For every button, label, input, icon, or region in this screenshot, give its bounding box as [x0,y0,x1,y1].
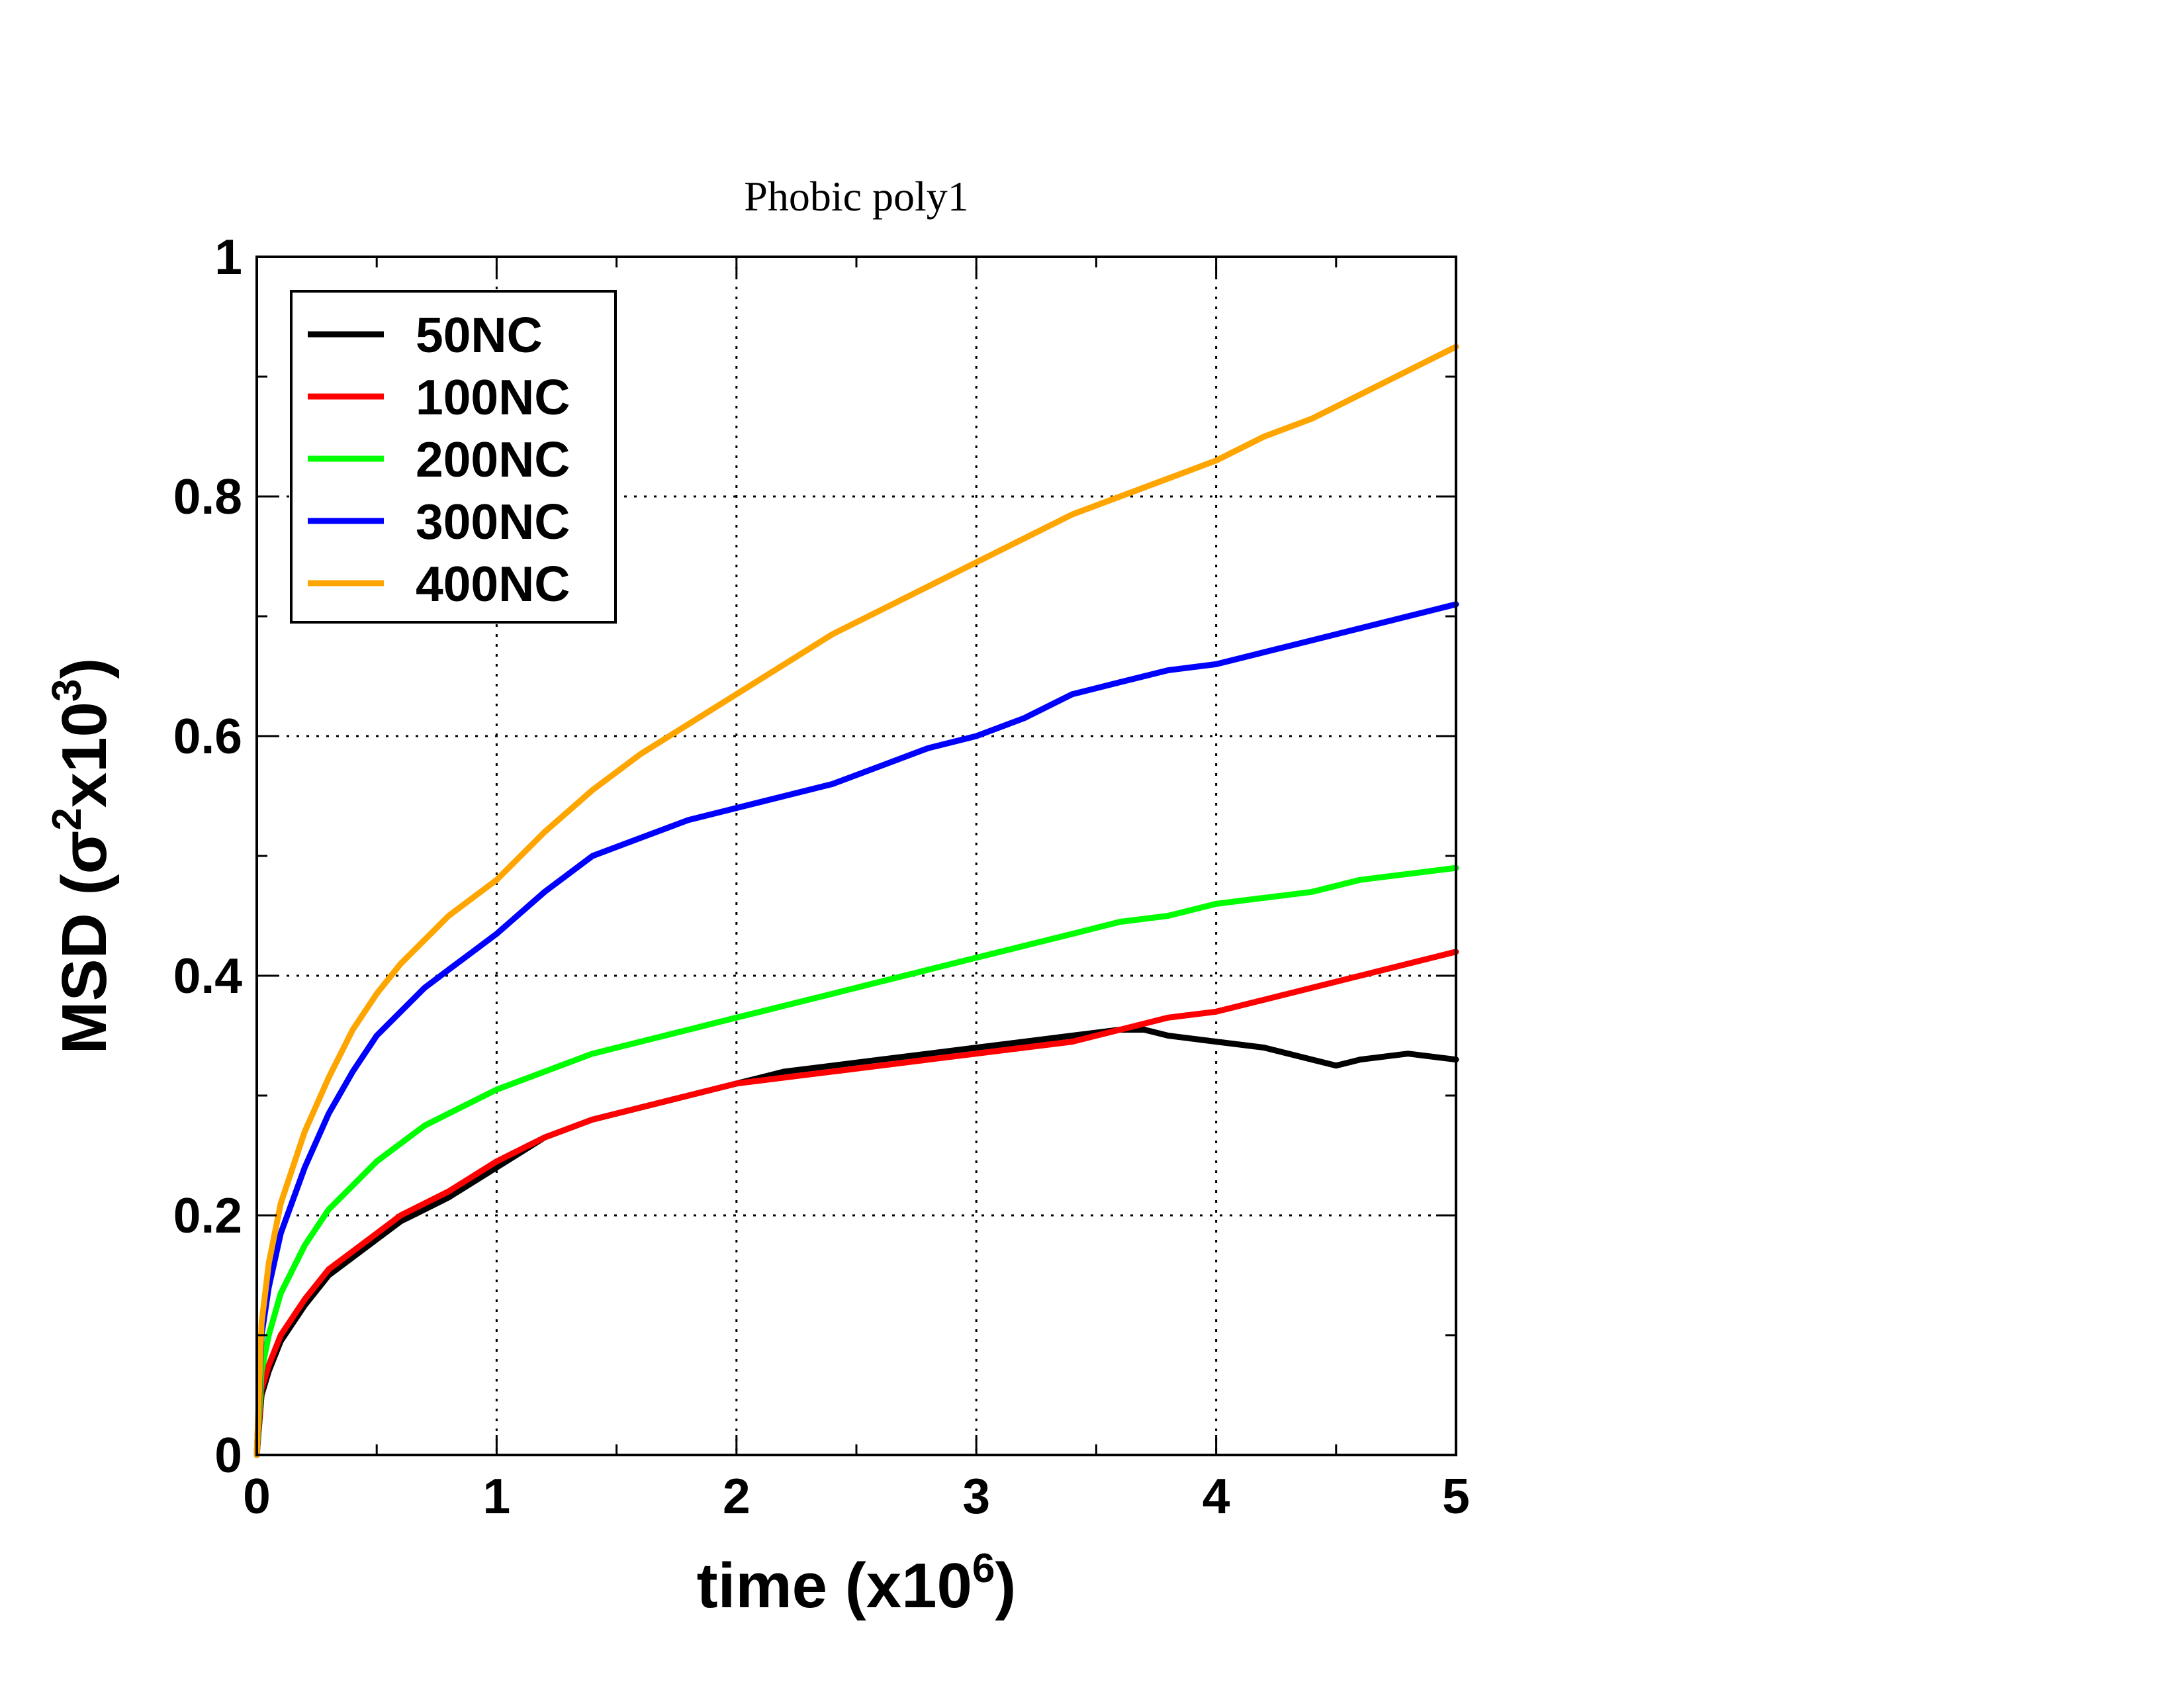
series-line-400NC [253,344,1459,1458]
x-axis-title-superscript: 6 [972,1546,995,1591]
x-tick-label: 3 [962,1468,990,1524]
legend-label-200NC: 200NC [416,432,570,487]
series-line-100NC [253,949,1459,1458]
x-tick-label: 4 [1203,1468,1230,1524]
y-axis-title: MSD (σ2x103) [44,658,120,1055]
tick-labels: 0 1 2 3 4 5 0 0.2 0.4 0.6 0.8 1 [173,229,1470,1524]
axis-ticks [255,256,1457,1456]
y-tick-label: 0.6 [173,708,242,764]
x-axis-title-text: time (x10 [697,1550,972,1621]
y-tick-label: 0.4 [173,948,243,1004]
legend: 50NC 100NC 200NC 300NC 400NC [290,290,617,624]
x-tick-label: 1 [483,1468,511,1524]
x-tick-label: 0 [243,1468,271,1524]
legend-label-100NC: 100NC [416,369,570,425]
series-line-200NC [253,865,1459,1458]
y-tick-label: 0.8 [173,469,242,524]
y-axis-title-sup2: 3 [44,679,90,702]
y-tick-label: 0 [214,1427,242,1483]
y-tick-label: 0.2 [173,1188,242,1243]
x-axis-title: time (x106) [697,1546,1017,1621]
series-line-300NC [253,601,1459,1458]
x-axis-title-end: ) [995,1550,1016,1621]
series-line-50NC [253,1027,1459,1458]
y-axis-title-mid: x10 [49,702,120,808]
legend-items: 50NC 100NC 200NC 300NC 400NC [308,307,570,612]
y-axis-title-sup1: 2 [44,808,90,830]
x-tick-label: 2 [723,1468,751,1524]
legend-label-300NC: 300NC [416,494,570,549]
y-axis-title-end: ) [49,658,120,679]
series-group [253,344,1459,1458]
legend-label-50NC: 50NC [416,307,543,363]
legend-label-400NC: 400NC [416,556,570,612]
chart-title: Phobic poly1 [744,173,969,220]
y-tick-label: 1 [214,229,242,285]
x-tick-label: 5 [1442,1468,1470,1524]
y-axis-title-prefix: MSD (σ [49,831,120,1055]
